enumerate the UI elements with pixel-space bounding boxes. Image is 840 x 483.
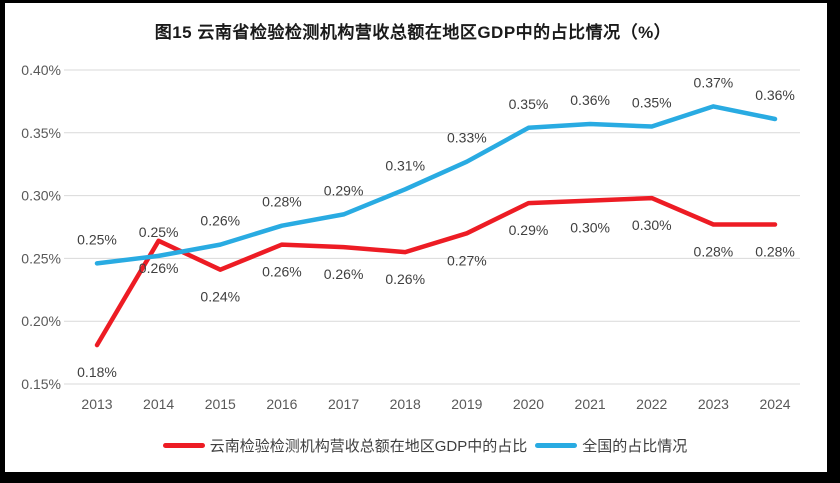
y-axis-tick-0.25%: 0.25%	[21, 250, 61, 266]
data-label-yunnan-2018: 0.26%	[385, 271, 425, 287]
x-axis-tick-2014: 2014	[143, 396, 174, 412]
legend: 云南检验检测机构营收总额在地区GDP中的占比 全国的占比情况	[0, 435, 822, 456]
x-axis-tick-2013: 2013	[81, 396, 112, 412]
x-axis-tick-2018: 2018	[390, 396, 421, 412]
frame-border-right	[827, 0, 840, 483]
x-axis-tick-2021: 2021	[575, 396, 606, 412]
data-label-yunnan-2016: 0.26%	[262, 264, 302, 280]
x-axis-tick-2023: 2023	[698, 396, 729, 412]
y-axis-tick-0.35%: 0.35%	[21, 125, 61, 141]
data-label-national-2017: 0.29%	[324, 182, 364, 198]
legend-item-yunnan: 云南检验检测机构营收总额在地区GDP中的占比	[162, 435, 528, 456]
x-axis-tick-2020: 2020	[513, 396, 544, 412]
legend-label-national: 全国的占比情况	[582, 438, 688, 455]
y-axis-tick-0.20%: 0.20%	[21, 313, 61, 329]
series-line-yunnan	[94, 195, 778, 348]
data-label-national-2016: 0.28%	[262, 194, 302, 210]
x-axis-tick-2016: 2016	[266, 396, 297, 412]
x-axis-tick-2024: 2024	[759, 396, 790, 412]
data-label-national-2022: 0.35%	[632, 95, 672, 111]
y-axis-tick-0.40%: 0.40%	[21, 62, 61, 78]
x-axis-tick-2022: 2022	[636, 396, 667, 412]
data-label-yunnan-2021: 0.30%	[570, 220, 610, 236]
x-axis-tick-2019: 2019	[451, 396, 482, 412]
data-label-yunnan-2023: 0.28%	[694, 243, 734, 259]
legend-swatch-national-line-icon	[535, 443, 578, 448]
data-label-national-2013: 0.25%	[77, 231, 117, 247]
series-line-national	[94, 104, 778, 266]
data-label-yunnan-2024: 0.28%	[755, 243, 795, 259]
frame-border-left	[0, 0, 5, 483]
legend-item-national: 全国的占比情况	[535, 435, 687, 456]
data-label-yunnan-2013: 0.18%	[77, 364, 117, 380]
data-label-national-2021: 0.36%	[570, 92, 610, 108]
legend-swatch-yunnan-line-icon	[162, 443, 205, 448]
chart-title: 图15 云南省检验检测机构营收总额在地区GDP中的占比情况（%）	[154, 23, 672, 42]
y-axis-tick-0.15%: 0.15%	[21, 376, 61, 392]
x-axis-tick-2017: 2017	[328, 396, 359, 412]
data-label-national-2018: 0.31%	[385, 157, 425, 173]
data-label-national-2023: 0.37%	[694, 74, 734, 90]
data-label-yunnan-2019: 0.27%	[447, 252, 487, 268]
legend-label-yunnan: 云南检验检测机构营收总额在地区GDP中的占比	[209, 438, 528, 455]
frame-border-top	[0, 0, 840, 3]
data-label-national-2024: 0.36%	[755, 87, 795, 103]
data-label-national-2020: 0.35%	[509, 96, 549, 112]
data-label-yunnan-2022: 0.30%	[632, 217, 672, 233]
data-label-yunnan-2020: 0.29%	[509, 222, 549, 238]
data-label-yunnan-2014: 0.26%	[139, 260, 179, 276]
data-label-yunnan-2017: 0.26%	[324, 266, 364, 282]
frame-border-bottom	[0, 472, 840, 483]
y-axis-tick-0.30%: 0.30%	[21, 188, 61, 204]
data-label-national-2019: 0.33%	[447, 130, 487, 146]
data-label-yunnan-2015: 0.24%	[200, 289, 240, 305]
x-axis-tick-2015: 2015	[205, 396, 236, 412]
data-label-national-2015: 0.26%	[200, 213, 240, 229]
data-label-national-2014: 0.25%	[139, 224, 179, 240]
